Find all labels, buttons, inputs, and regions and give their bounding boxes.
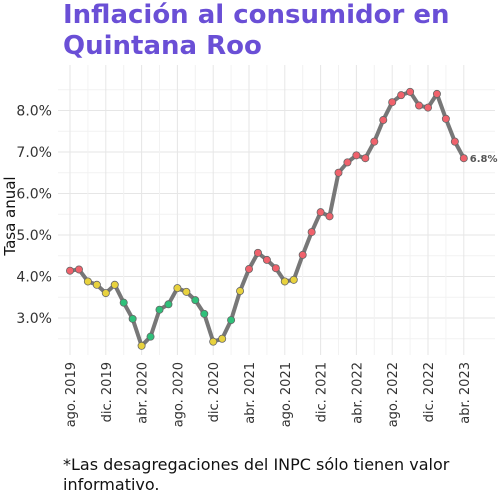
y-axis-label: Tasa anual <box>1 176 19 256</box>
data-point <box>209 337 218 346</box>
data-point <box>298 250 307 259</box>
data-point <box>370 137 379 146</box>
series-points <box>66 87 468 350</box>
data-point <box>316 208 325 217</box>
footnote: *Las desagregaciones del INPC sólo tiene… <box>63 455 450 494</box>
last-value-label: 6.8% <box>470 154 498 165</box>
chart-title: Inflación al consumidor en Quintana Roo <box>63 0 450 61</box>
x-tick-label: abr. 2021 <box>243 362 258 424</box>
data-point <box>271 264 280 273</box>
x-tick-label: dic. 2020 <box>207 362 222 422</box>
data-point <box>343 158 352 167</box>
data-point <box>432 89 441 98</box>
x-tick-label: dic. 2021 <box>315 362 330 422</box>
y-tick-label: 6.0% <box>16 187 52 203</box>
data-point <box>191 296 200 305</box>
data-point <box>155 305 164 314</box>
x-tick-label: abr. 2023 <box>458 362 473 424</box>
data-point <box>307 228 316 237</box>
data-point <box>119 298 128 307</box>
data-point <box>92 280 101 289</box>
data-point <box>334 168 343 177</box>
x-tick-label: abr. 2020 <box>136 362 151 424</box>
data-point <box>146 332 155 341</box>
data-point <box>289 275 298 284</box>
data-point <box>415 101 424 110</box>
x-tick-label: ago. 2022 <box>386 362 401 427</box>
data-point <box>182 287 191 296</box>
y-tick-label: 7.0% <box>16 145 52 161</box>
data-point <box>110 280 119 289</box>
data-point <box>218 334 227 343</box>
y-tick-label: 5.0% <box>16 228 52 244</box>
x-axis-ticks: ago. 2019 dic. 2019 abr. 2020 ago. 2020 dic.… <box>64 362 473 427</box>
data-point <box>244 265 253 274</box>
data-point <box>66 266 75 275</box>
data-point <box>450 137 459 146</box>
data-point <box>164 300 173 309</box>
x-tick-label: ago. 2021 <box>279 362 294 427</box>
data-point <box>101 289 110 298</box>
x-tick-label: ago. 2020 <box>171 362 186 427</box>
data-point <box>253 248 262 257</box>
data-point <box>173 284 182 293</box>
data-point <box>441 114 450 123</box>
data-point <box>361 154 370 163</box>
data-point <box>352 151 361 160</box>
data-point <box>128 314 137 323</box>
y-axis-ticks: 3.0% 4.0% 5.0% 6.0% 7.0% 8.0% <box>16 104 52 328</box>
data-point <box>397 91 406 100</box>
data-point <box>200 309 209 318</box>
data-point <box>423 103 432 112</box>
data-point <box>83 277 92 286</box>
data-point <box>388 98 397 107</box>
data-point <box>137 341 146 350</box>
x-tick-label: ago. 2019 <box>64 362 79 427</box>
data-point <box>262 255 271 264</box>
data-point <box>227 316 236 325</box>
x-tick-label: dic. 2022 <box>422 362 437 422</box>
data-point <box>74 265 83 274</box>
data-point <box>379 116 388 125</box>
x-tick-label: abr. 2022 <box>350 362 365 424</box>
data-point <box>280 277 289 286</box>
data-point <box>406 87 415 96</box>
data-point <box>236 287 245 296</box>
y-tick-label: 8.0% <box>16 104 52 120</box>
y-tick-label: 3.0% <box>16 311 52 327</box>
y-tick-label: 4.0% <box>16 270 52 286</box>
data-point <box>459 154 468 163</box>
data-point <box>325 212 334 221</box>
x-tick-label: dic. 2019 <box>100 362 115 422</box>
